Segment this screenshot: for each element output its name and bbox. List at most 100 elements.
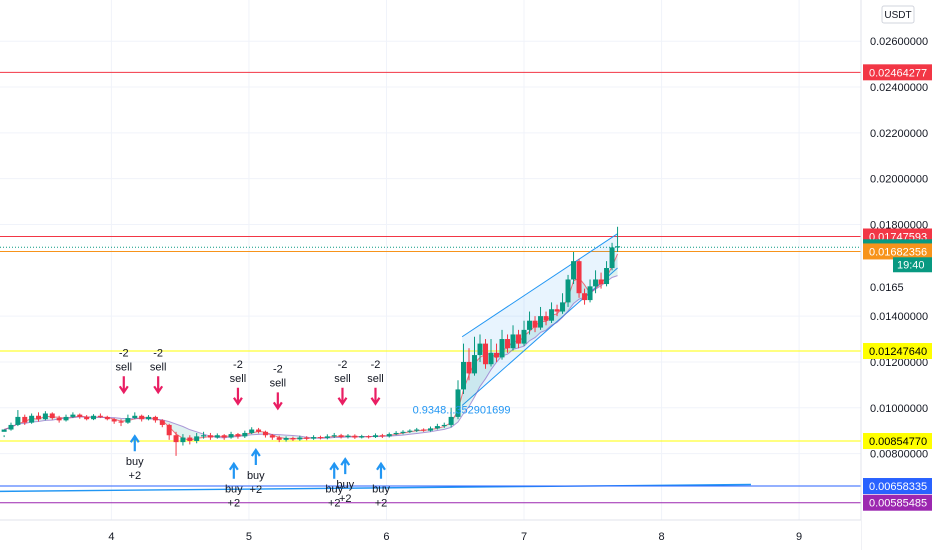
candle-body [187,437,193,441]
candle-body [132,415,138,419]
candle-body [538,316,544,328]
candle-body [338,435,344,438]
sell-arrow-icon [272,392,283,411]
candle-body [70,414,76,417]
buy-label: buy [325,484,343,496]
price-tag [863,494,932,511]
candle-body [84,416,90,420]
candle-body [499,339,505,358]
currency-button[interactable] [881,5,915,24]
candle-body [560,302,566,312]
sell-label-qty: -2 [371,359,381,371]
candle-body [91,415,97,420]
time-axis[interactable]: 4 5 6 7 8 9 [0,519,861,550]
price-tag-label: 0.00658335 [869,481,927,493]
price-tag-label: 0.01682356 [869,246,927,258]
price-tag-label: 0.00585485 [869,498,927,510]
candle-body [242,432,248,437]
x-tick-label: 9 [796,531,802,543]
y-tick-label: 0.02200000 [870,128,928,140]
candle-body [609,247,615,269]
candle-body [63,416,69,421]
candle-body [304,437,310,439]
buy-label: buy [126,456,144,468]
sell-label-qty: -2 [273,363,283,375]
buy-arrow-icon [228,461,239,479]
buy-label-qty: +2 [339,493,352,505]
candle-body [543,316,549,321]
candle-body [421,429,427,431]
candle-body [49,413,55,419]
candle-body [494,352,500,358]
sell-label: sell [230,373,247,385]
buy-label-qty: +2 [129,470,142,482]
candle-body [565,279,571,303]
y-tick-label: 0.02000000 [870,174,928,186]
sell-label-qty: -2 [338,359,348,371]
candle-body [510,334,516,349]
candle-body [604,268,610,285]
sell-label-qty: -2 [119,347,129,359]
buy-label: buy [372,484,390,496]
candle-body [472,355,478,374]
candle-body [283,437,289,440]
candle-body [152,416,158,421]
countdown-label: 19:40 [897,259,925,271]
candle-body [118,421,124,423]
sell-label: sell [270,377,287,389]
y-tick-label-partial: 0.0165 [870,282,904,294]
time-axis-bg [0,520,861,550]
candle-body [22,416,28,423]
candle-body [527,320,533,330]
sell-label: sell [334,373,351,385]
candle-body [159,420,165,425]
candle-body [477,343,483,356]
sell-arrow-icon [337,387,348,406]
price-tag-label: 0.02464277 [869,67,927,79]
candle-body [407,430,413,432]
y-tick-label: 0.01000000 [870,403,928,415]
candle-body [571,261,577,280]
buy-label: buy [247,470,265,482]
price-axis[interactable]: 0.02600000 0.02400000 0.02200000 0.02000000… [860,0,932,550]
candle-body [166,424,172,436]
candle-body [345,435,351,438]
candle-body [56,418,62,421]
candle-body [441,424,447,427]
candle-body [221,435,227,438]
y-tick-label: 0.01200000 [870,357,928,369]
candle-body [505,339,511,349]
buy-label: buy [336,479,354,491]
candle-body [532,320,538,328]
candle-body [262,431,268,436]
candle-body [466,361,472,374]
x-tick-label: 6 [383,531,389,543]
annotations: 0.9348...352901699 [413,404,511,416]
candle-body [235,434,241,437]
candle-body [455,389,461,417]
candle-body [359,436,365,438]
sell-arrow-icon [118,376,129,395]
candle-body [379,435,385,437]
price-lines [0,71,861,504]
sell-arrow-icon [153,376,164,395]
candle-body [173,435,179,443]
buy-arrow-icon [250,448,261,465]
candle-body [593,279,599,287]
candle-body [582,293,588,301]
candle-body [249,429,255,433]
candle-body [400,431,406,433]
countdown-tag [893,257,932,273]
x-tick-label: 4 [108,531,114,543]
candle-body [428,428,433,431]
candle-body [139,415,145,420]
sell-label: sell [367,373,384,385]
price-tag [863,64,932,81]
candles [1,226,621,456]
y-tick-label: 0.02600000 [870,36,928,48]
candle-body [8,424,14,430]
candle-body [434,426,440,429]
